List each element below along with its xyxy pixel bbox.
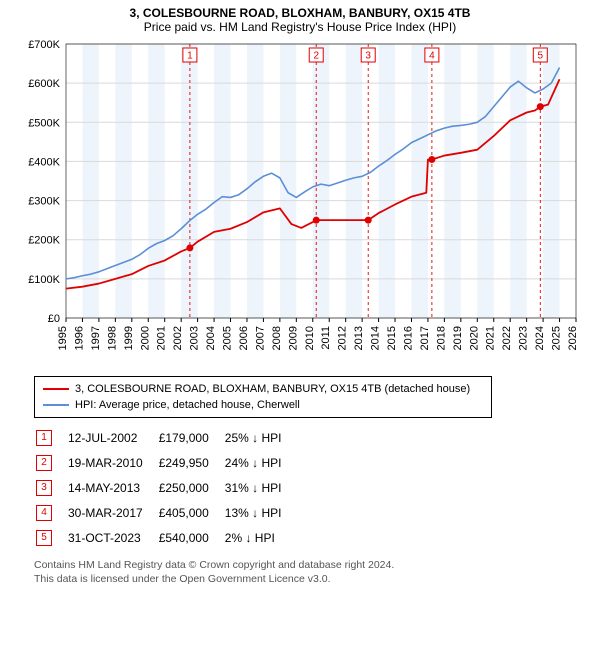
svg-text:£400K: £400K [28, 156, 60, 168]
svg-text:2018: 2018 [435, 326, 447, 350]
sale-date: 19-MAR-2010 [68, 451, 157, 474]
sale-diff: 13% ↓ HPI [225, 501, 296, 524]
svg-text:1996: 1996 [73, 326, 85, 350]
sale-date: 14-MAY-2013 [68, 476, 157, 499]
svg-text:£500K: £500K [28, 117, 60, 129]
svg-text:2014: 2014 [370, 326, 382, 350]
page-subtitle: Price paid vs. HM Land Registry's House … [10, 20, 590, 34]
sale-date: 31-OCT-2023 [68, 526, 157, 549]
svg-text:3: 3 [365, 51, 371, 62]
svg-text:1995: 1995 [57, 326, 69, 350]
svg-text:2008: 2008 [271, 326, 283, 350]
svg-text:2026: 2026 [567, 326, 579, 350]
sale-marker-icon: 5 [36, 530, 52, 546]
sale-price: £249,950 [159, 451, 223, 474]
sale-price: £405,000 [159, 501, 223, 524]
svg-text:2010: 2010 [304, 326, 316, 350]
svg-text:2022: 2022 [501, 326, 513, 350]
sale-marker-icon: 4 [36, 505, 52, 521]
svg-text:2009: 2009 [287, 326, 299, 350]
sale-diff: 25% ↓ HPI [225, 426, 296, 449]
svg-text:£0: £0 [48, 313, 60, 325]
footer-line: This data is licensed under the Open Gov… [34, 573, 590, 587]
svg-text:1998: 1998 [106, 326, 118, 350]
table-row: 3 14-MAY-2013£250,00031% ↓ HPI [36, 476, 295, 499]
svg-text:2002: 2002 [172, 326, 184, 350]
svg-text:2003: 2003 [189, 326, 201, 350]
sale-price: £250,000 [159, 476, 223, 499]
svg-text:2013: 2013 [353, 326, 365, 350]
svg-text:1: 1 [187, 51, 193, 62]
svg-text:1999: 1999 [123, 326, 135, 350]
svg-text:2016: 2016 [402, 326, 414, 350]
svg-text:2019: 2019 [452, 326, 464, 350]
svg-text:2012: 2012 [337, 326, 349, 350]
legend-label-hpi: HPI: Average price, detached house, Cher… [75, 397, 300, 413]
footer: Contains HM Land Registry data © Crown c… [34, 559, 590, 586]
legend-swatch-hpi [43, 404, 69, 406]
svg-text:2005: 2005 [222, 326, 234, 350]
svg-text:£300K: £300K [28, 196, 60, 208]
sale-price: £540,000 [159, 526, 223, 549]
sale-diff: 31% ↓ HPI [225, 476, 296, 499]
svg-text:2015: 2015 [386, 326, 398, 350]
svg-text:£100K: £100K [28, 274, 60, 286]
svg-text:2020: 2020 [468, 326, 480, 350]
sales-table: 1 12-JUL-2002£179,00025% ↓ HPI 2 19-MAR-201… [34, 424, 297, 551]
footer-line: Contains HM Land Registry data © Crown c… [34, 559, 590, 573]
svg-text:2024: 2024 [534, 326, 546, 350]
sale-price: £179,000 [159, 426, 223, 449]
svg-text:2023: 2023 [518, 326, 530, 350]
svg-text:£600K: £600K [28, 78, 60, 90]
svg-text:2017: 2017 [419, 326, 431, 350]
legend-label-property: 3, COLESBOURNE ROAD, BLOXHAM, BANBURY, O… [75, 381, 470, 397]
svg-text:2011: 2011 [320, 326, 332, 350]
table-row: 1 12-JUL-2002£179,00025% ↓ HPI [36, 426, 295, 449]
svg-text:2001: 2001 [156, 326, 168, 350]
svg-text:1997: 1997 [90, 326, 102, 350]
sale-marker-icon: 3 [36, 480, 52, 496]
sale-date: 12-JUL-2002 [68, 426, 157, 449]
sale-marker-icon: 2 [36, 455, 52, 471]
sale-date: 30-MAR-2017 [68, 501, 157, 524]
sale-diff: 24% ↓ HPI [225, 451, 296, 474]
svg-text:4: 4 [429, 51, 435, 62]
price-chart: £0 £100K £200K £300K £400K £500K £600K £700K 199… [20, 38, 580, 368]
svg-text:2: 2 [313, 51, 319, 62]
svg-text:2004: 2004 [205, 326, 217, 350]
svg-text:£700K: £700K [28, 39, 60, 51]
svg-text:2007: 2007 [254, 326, 266, 350]
table-row: 5 31-OCT-2023£540,0002% ↓ HPI [36, 526, 295, 549]
sale-marker-icon: 1 [36, 430, 52, 446]
svg-text:2021: 2021 [485, 326, 497, 350]
legend-swatch-property [43, 388, 69, 390]
svg-text:2025: 2025 [551, 326, 563, 350]
svg-text:£200K: £200K [28, 235, 60, 247]
page-title: 3, COLESBOURNE ROAD, BLOXHAM, BANBURY, O… [10, 6, 590, 20]
table-row: 2 19-MAR-2010£249,95024% ↓ HPI [36, 451, 295, 474]
svg-text:2000: 2000 [139, 326, 151, 350]
svg-text:5: 5 [538, 51, 544, 62]
sale-diff: 2% ↓ HPI [225, 526, 296, 549]
svg-text:2006: 2006 [238, 326, 250, 350]
table-row: 4 30-MAR-2017£405,00013% ↓ HPI [36, 501, 295, 524]
legend: 3, COLESBOURNE ROAD, BLOXHAM, BANBURY, O… [34, 376, 492, 418]
